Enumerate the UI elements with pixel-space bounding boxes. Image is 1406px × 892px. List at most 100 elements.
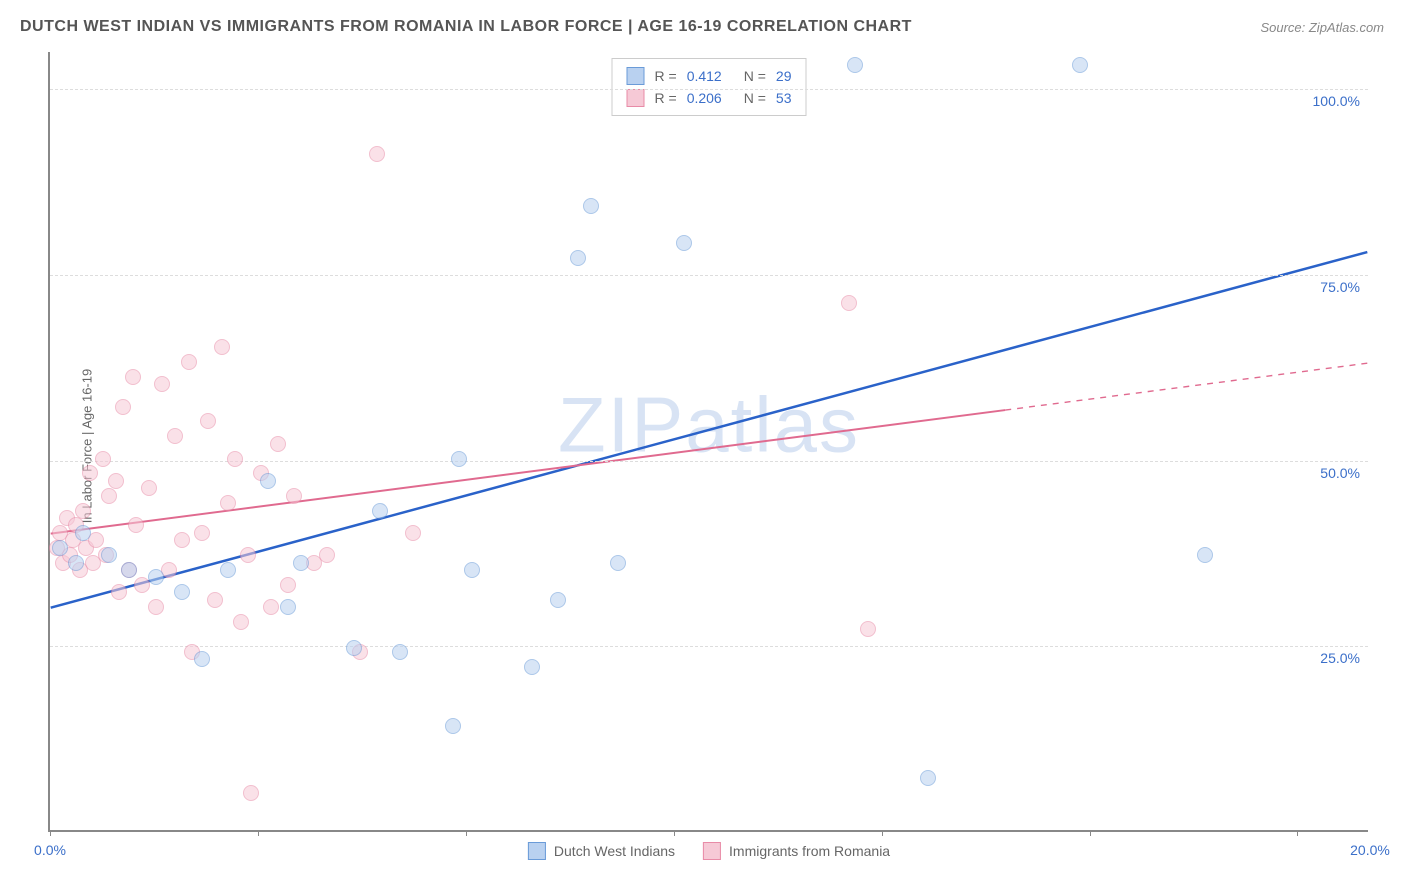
scatter-point <box>405 525 421 541</box>
scatter-point <box>154 376 170 392</box>
scatter-point <box>115 399 131 415</box>
legend-n-value-pink: 53 <box>776 90 792 106</box>
source-label: Source: ZipAtlas.com <box>1260 20 1384 35</box>
scatter-point <box>174 584 190 600</box>
scatter-point <box>445 718 461 734</box>
watermark: ZIPatlas <box>558 380 860 471</box>
scatter-point <box>75 525 91 541</box>
legend-swatch-blue <box>627 67 645 85</box>
scatter-point <box>392 644 408 660</box>
xtick-mark <box>1090 830 1091 836</box>
legend-swatch-blue <box>528 842 546 860</box>
xtick-mark <box>466 830 467 836</box>
scatter-point <box>319 547 335 563</box>
scatter-point <box>101 488 117 504</box>
legend-r-label: R = <box>655 68 677 84</box>
legend-swatch-pink <box>703 842 721 860</box>
gridline-h <box>50 89 1368 90</box>
scatter-point <box>280 577 296 593</box>
scatter-point <box>1197 547 1213 563</box>
legend-row-blue: R = 0.412 N = 29 <box>627 65 792 87</box>
scatter-point <box>101 547 117 563</box>
scatter-point <box>570 250 586 266</box>
gridline-h <box>50 461 1368 462</box>
scatter-point <box>125 369 141 385</box>
legend-swatch-pink <box>627 89 645 107</box>
scatter-point <box>128 517 144 533</box>
scatter-point <box>920 770 936 786</box>
scatter-point <box>233 614 249 630</box>
scatter-point <box>214 339 230 355</box>
scatter-point <box>52 540 68 556</box>
xtick-mark <box>674 830 675 836</box>
scatter-point <box>227 451 243 467</box>
scatter-point <box>174 532 190 548</box>
trend-lines-layer <box>50 52 1368 830</box>
scatter-point <box>82 465 98 481</box>
legend-r-value-blue: 0.412 <box>687 68 722 84</box>
scatter-point <box>108 473 124 489</box>
plot-area: ZIPatlas R = 0.412 N = 29 R = 0.206 N = … <box>48 52 1368 832</box>
scatter-point <box>194 525 210 541</box>
scatter-point <box>95 451 111 467</box>
legend-item-pink: Immigrants from Romania <box>703 842 890 860</box>
scatter-point <box>524 659 540 675</box>
gridline-h <box>50 646 1368 647</box>
xtick-mark <box>50 830 51 836</box>
gridline-h <box>50 275 1368 276</box>
scatter-point <box>464 562 480 578</box>
scatter-point <box>243 785 259 801</box>
scatter-point <box>451 451 467 467</box>
chart-container: DUTCH WEST INDIAN VS IMMIGRANTS FROM ROM… <box>0 0 1406 892</box>
scatter-point <box>841 295 857 311</box>
legend-row-pink: R = 0.206 N = 53 <box>627 87 792 109</box>
scatter-point <box>270 436 286 452</box>
scatter-point <box>75 503 91 519</box>
legend-series: Dutch West Indians Immigrants from Roman… <box>528 842 890 860</box>
scatter-point <box>583 198 599 214</box>
xtick-mark <box>258 830 259 836</box>
legend-r-value-pink: 0.206 <box>687 90 722 106</box>
legend-item-blue: Dutch West Indians <box>528 842 675 860</box>
scatter-point <box>121 562 137 578</box>
scatter-point <box>263 599 279 615</box>
ytick-label: 75.0% <box>1320 279 1360 295</box>
scatter-point <box>1072 57 1088 73</box>
legend-correlation: R = 0.412 N = 29 R = 0.206 N = 53 <box>612 58 807 116</box>
scatter-point <box>148 599 164 615</box>
scatter-point <box>141 480 157 496</box>
xtick-label: 0.0% <box>34 842 66 858</box>
legend-label-pink: Immigrants from Romania <box>729 843 890 859</box>
scatter-point <box>550 592 566 608</box>
legend-n-label: N = <box>744 68 766 84</box>
scatter-point <box>847 57 863 73</box>
ytick-label: 25.0% <box>1320 650 1360 666</box>
scatter-point <box>369 146 385 162</box>
scatter-point <box>148 569 164 585</box>
ytick-label: 100.0% <box>1313 93 1360 109</box>
scatter-point <box>220 495 236 511</box>
scatter-point <box>676 235 692 251</box>
scatter-point <box>860 621 876 637</box>
scatter-point <box>167 428 183 444</box>
scatter-point <box>111 584 127 600</box>
trend-line-dashed <box>1005 363 1367 410</box>
scatter-point <box>610 555 626 571</box>
xtick-mark <box>882 830 883 836</box>
chart-title: DUTCH WEST INDIAN VS IMMIGRANTS FROM ROM… <box>20 18 912 36</box>
scatter-point <box>286 488 302 504</box>
trend-line-solid <box>51 410 1006 534</box>
scatter-point <box>220 562 236 578</box>
legend-r-label: R = <box>655 90 677 106</box>
scatter-point <box>346 640 362 656</box>
xtick-mark <box>1297 830 1298 836</box>
legend-n-value-blue: 29 <box>776 68 792 84</box>
scatter-point <box>68 555 84 571</box>
scatter-point <box>293 555 309 571</box>
scatter-point <box>240 547 256 563</box>
scatter-point <box>260 473 276 489</box>
scatter-point <box>181 354 197 370</box>
scatter-point <box>372 503 388 519</box>
legend-label-blue: Dutch West Indians <box>554 843 675 859</box>
scatter-point <box>194 651 210 667</box>
